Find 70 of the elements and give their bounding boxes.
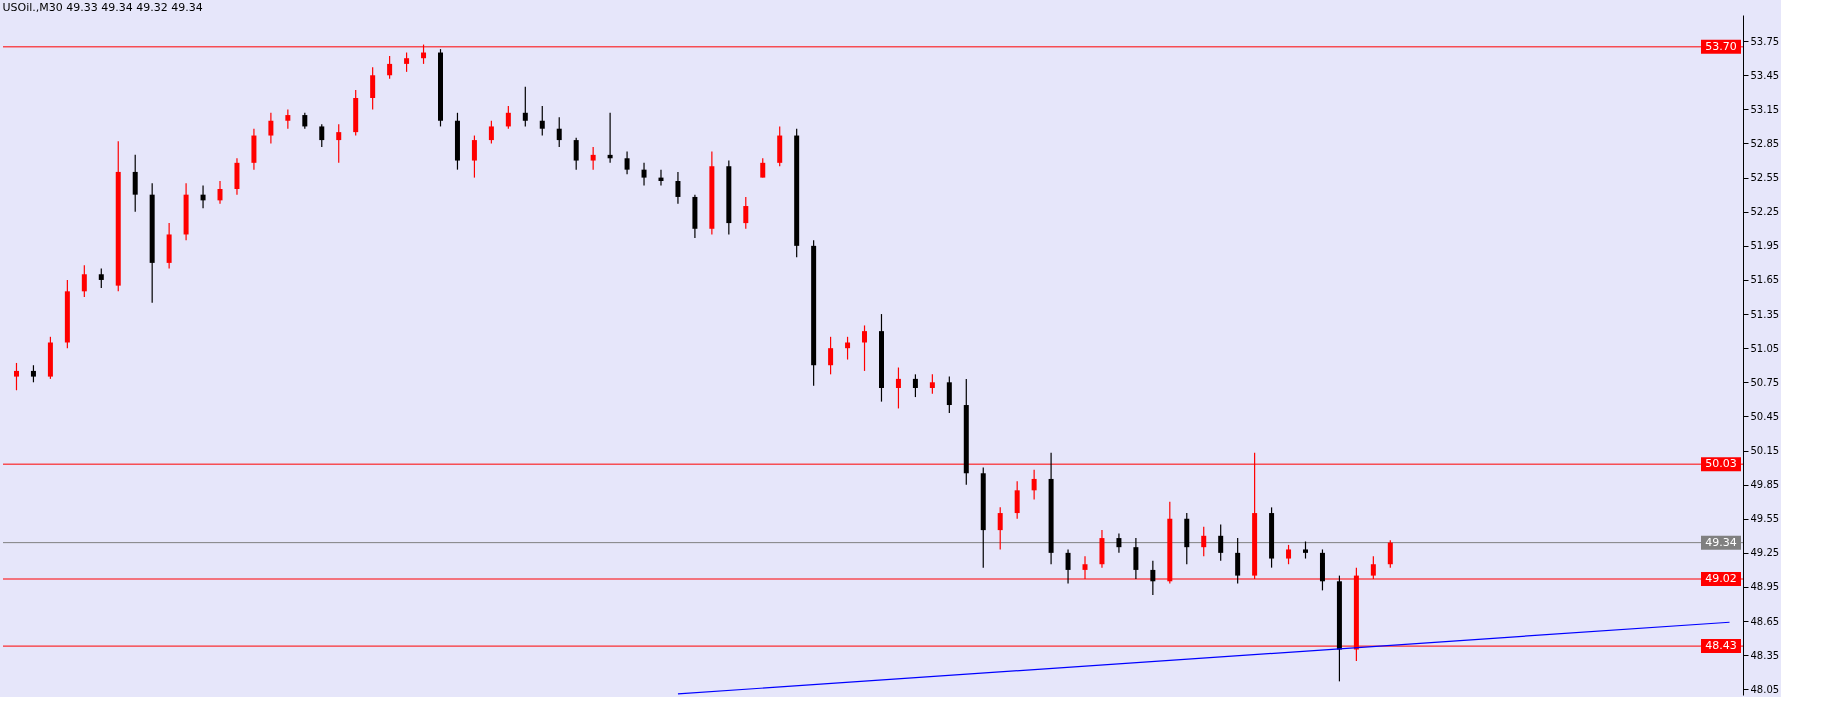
chart-title: USOil.,M30 49.33 49.34 49.32 49.34 [2, 1, 203, 14]
candlestick [522, 86, 528, 128]
candlestick [1218, 523, 1224, 562]
candlestick [895, 366, 901, 410]
candlestick [1201, 526, 1207, 557]
candlestick [1286, 544, 1292, 565]
candlestick [573, 137, 579, 171]
candlestick [641, 162, 647, 187]
candlestick [590, 146, 596, 171]
y-tick-label: 53.45 [1750, 69, 1780, 81]
candlestick [743, 196, 749, 230]
candlestick [997, 506, 1003, 551]
y-tick-label: 52.55 [1750, 172, 1780, 184]
candlestick [387, 55, 393, 80]
ref-line-label: 49.34 [1705, 535, 1737, 549]
ref-line-label: 50.03 [1705, 457, 1737, 471]
candlestick [1133, 537, 1139, 580]
candlestick [336, 123, 342, 164]
candlestick [624, 150, 630, 175]
candlestick [760, 157, 766, 179]
y-tick-label: 49.25 [1750, 547, 1780, 559]
candlestick [1014, 480, 1020, 520]
y-tick-label: 48.35 [1750, 649, 1780, 661]
candlestick [675, 171, 681, 205]
y-tick-label: 48.95 [1750, 581, 1780, 593]
candlestick [946, 376, 952, 414]
candlestick [1150, 560, 1156, 596]
ref-line-label: 49.02 [1705, 572, 1737, 586]
y-tick-label: 48.65 [1750, 615, 1780, 627]
candlestick [81, 264, 87, 298]
candlestick [1065, 548, 1071, 585]
candlestick [1235, 537, 1241, 585]
y-tick-label: 50.15 [1750, 445, 1780, 457]
candlestick [370, 66, 376, 110]
candlestick [1387, 539, 1393, 569]
y-tick-label: 53.15 [1750, 103, 1780, 115]
candlestick [929, 373, 935, 395]
y-tick-label: 53.75 [1750, 35, 1780, 47]
candlestick [217, 180, 223, 205]
candlestick [862, 324, 868, 372]
candlestick [1031, 469, 1037, 501]
candlestick [912, 373, 918, 398]
candlestick [488, 120, 494, 145]
y-tick-label: 52.25 [1750, 206, 1780, 218]
y-tick-label: 48.05 [1750, 683, 1780, 695]
candlestick [471, 134, 477, 179]
y-tick-label: 51.35 [1750, 308, 1780, 320]
candlestick [268, 112, 274, 145]
candlestick [556, 116, 562, 148]
y-tick-label: 52.85 [1750, 137, 1780, 149]
candlestick [828, 336, 834, 375]
ref-line-label: 53.70 [1705, 39, 1737, 53]
candlestick [1116, 532, 1122, 554]
candlestick [132, 154, 138, 213]
candlestick [13, 362, 19, 391]
y-tick-label: 49.55 [1750, 513, 1780, 525]
y-tick-label: 51.95 [1750, 240, 1780, 252]
y-tick-label: 49.85 [1750, 479, 1780, 491]
candlestick [285, 108, 291, 130]
y-tick-label: 51.65 [1750, 274, 1780, 286]
candlestick [319, 123, 325, 148]
ref-line-label: 48.43 [1705, 639, 1737, 653]
y-tick-label: 50.75 [1750, 376, 1780, 388]
y-tick-label: 50.45 [1750, 410, 1780, 422]
candlestick [404, 51, 410, 73]
candlestick [539, 105, 545, 137]
candlestick [505, 105, 511, 130]
y-tick-label: 51.05 [1750, 342, 1780, 354]
candlestick [98, 267, 104, 289]
candlestick [845, 336, 851, 361]
